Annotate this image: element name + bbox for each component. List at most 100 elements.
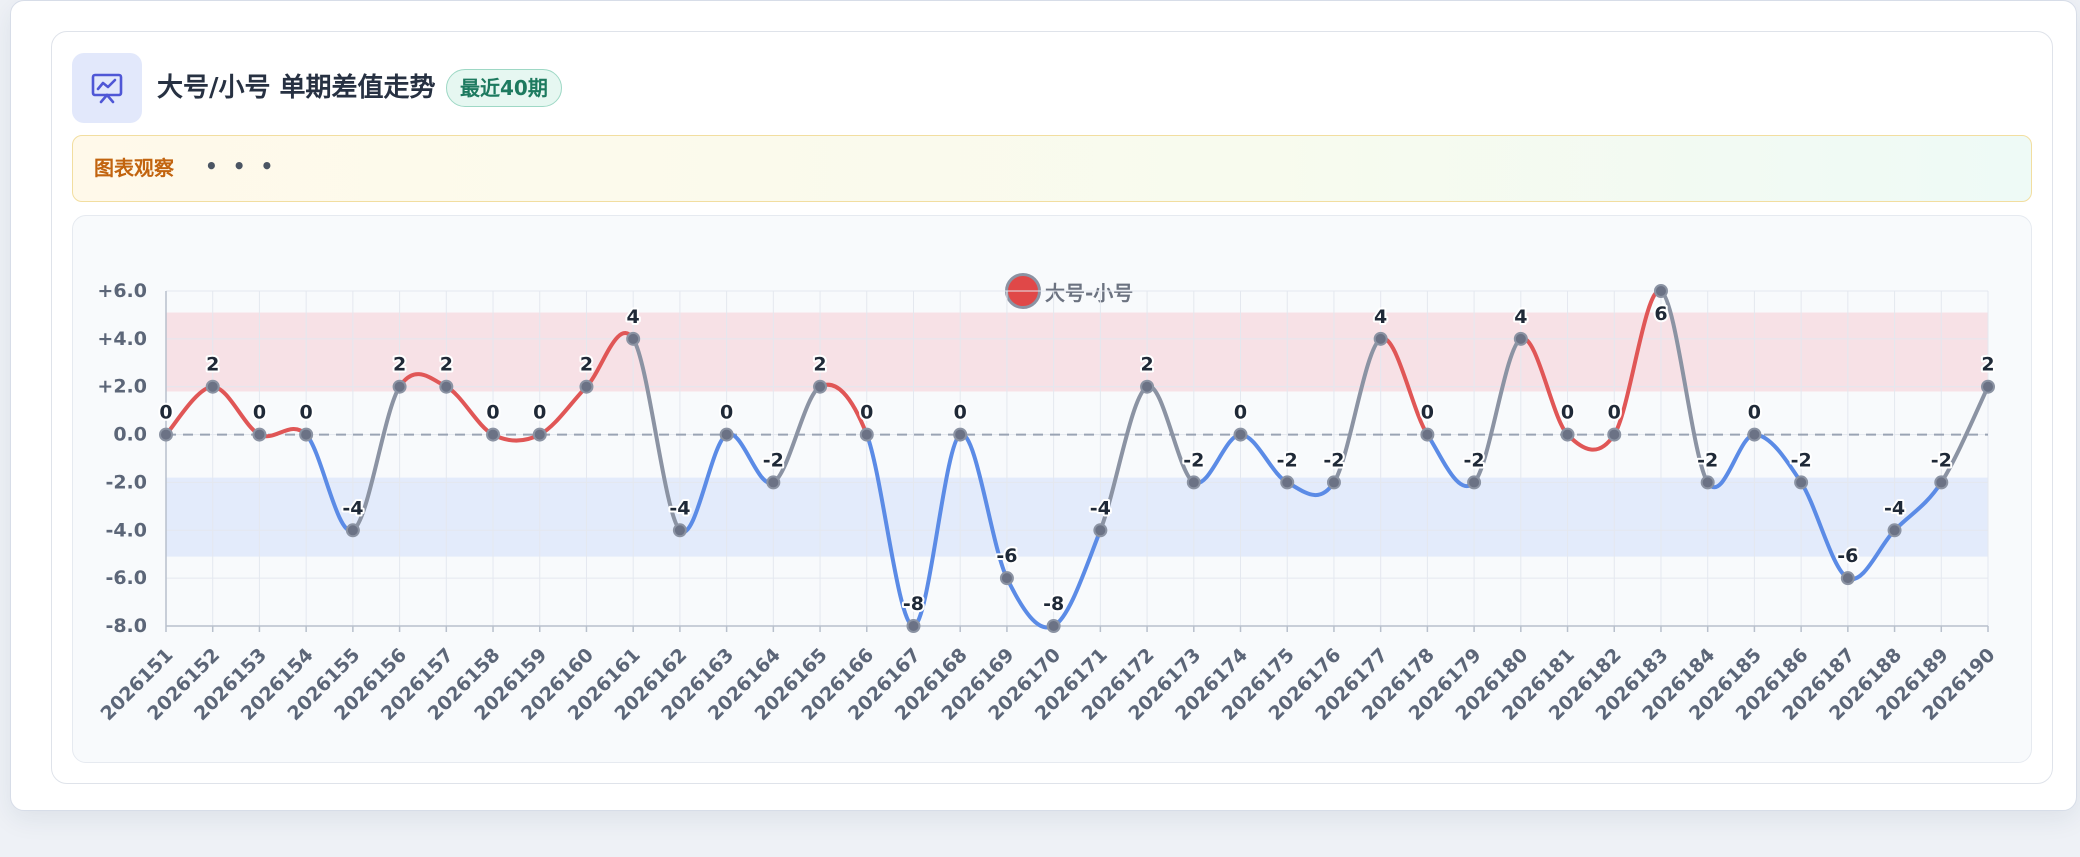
legend-label: 大号-小号 <box>1045 280 1134 305</box>
data-label: 0 <box>1421 402 1434 424</box>
data-point <box>299 427 314 442</box>
series-line-segment <box>164 384 215 437</box>
data-point <box>486 427 501 442</box>
y-tick-label: +6.0 <box>97 280 147 302</box>
data-point <box>1700 475 1715 490</box>
data-point <box>579 379 594 394</box>
data-label: 2 <box>440 354 453 376</box>
series-line-segment <box>537 384 589 437</box>
observation-panel[interactable]: 图表观察 • • • <box>72 135 2032 202</box>
line-chart: +6.0+4.0+2.00.0-2.0-4.0-6.0-8.0202615120… <box>97 280 2000 725</box>
data-point <box>813 379 828 394</box>
series-line-segment <box>1658 289 1710 485</box>
data-point <box>1046 619 1061 633</box>
data-point <box>252 427 267 442</box>
data-point <box>1373 331 1388 346</box>
data-label: 4 <box>1374 306 1387 328</box>
data-point <box>532 427 547 442</box>
data-label: 4 <box>627 306 640 328</box>
y-tick-label: +2.0 <box>97 376 147 398</box>
data-label: 0 <box>300 402 313 424</box>
data-point <box>205 379 220 394</box>
series-line-segment <box>257 427 309 439</box>
data-point <box>1560 427 1575 442</box>
page-title: 大号/小号 单期差值走势 <box>157 73 436 103</box>
data-point <box>906 619 921 633</box>
observation-label: 图表观察 <box>94 156 174 180</box>
data-point <box>1280 475 1295 490</box>
y-tick-label: -4.0 <box>105 519 147 541</box>
data-label: -4 <box>342 497 363 519</box>
data-label: 0 <box>1561 402 1574 424</box>
data-point <box>159 427 173 442</box>
data-label: -4 <box>1884 497 1905 519</box>
series-line-segment <box>1939 384 1990 485</box>
data-point <box>392 379 407 394</box>
y-tick-label: -6.0 <box>105 567 147 589</box>
data-label: 2 <box>580 354 593 376</box>
data-point <box>1607 427 1622 442</box>
data-point <box>1326 475 1341 490</box>
series-line-segment <box>1331 336 1383 485</box>
data-label: 0 <box>1748 402 1761 424</box>
series-line-segment <box>1098 384 1150 533</box>
data-point <box>953 427 968 442</box>
data-point <box>1186 475 1201 490</box>
data-point <box>626 331 641 346</box>
data-label: 0 <box>533 402 546 424</box>
data-label: 0 <box>486 402 499 424</box>
legend-item[interactable]: 大号-小号 <box>1005 271 1133 311</box>
outer-container: 大号/小号 单期差值走势 最近40期 图表观察 • • • 大号-小号 +6.0… <box>10 0 2077 811</box>
y-tick-label: -2.0 <box>105 471 147 493</box>
data-label: -6 <box>1837 545 1858 567</box>
data-label: -4 <box>1090 497 1111 519</box>
data-label: 2 <box>393 354 406 376</box>
data-point <box>1934 475 1949 490</box>
data-point <box>1747 427 1762 442</box>
data-label: 0 <box>253 402 266 424</box>
data-label: 4 <box>1514 306 1527 328</box>
y-tick-label: +4.0 <box>97 328 147 350</box>
data-point <box>672 523 687 538</box>
series-line-segment <box>1565 432 1617 452</box>
series-line-segment <box>771 384 823 485</box>
data-label: -2 <box>1791 449 1812 471</box>
data-point <box>859 427 874 442</box>
data-label: -2 <box>763 449 784 471</box>
data-point <box>1093 523 1108 538</box>
data-label: -2 <box>1931 449 1952 471</box>
data-label: 0 <box>860 402 873 424</box>
data-label: -2 <box>1323 449 1344 471</box>
y-tick-label: -8.0 <box>105 615 147 637</box>
series-line-segment <box>911 432 963 628</box>
data-label: 0 <box>954 402 967 424</box>
data-point <box>1420 427 1435 442</box>
data-point <box>766 475 781 490</box>
data-label: 2 <box>1140 354 1153 376</box>
data-point <box>1653 284 1668 298</box>
data-point <box>1140 379 1155 394</box>
data-label: -2 <box>1277 449 1298 471</box>
presentation-chart-icon <box>72 53 142 123</box>
data-label: 6 <box>1654 303 1667 325</box>
lower-band <box>166 477 1988 557</box>
observation-dots: • • • <box>205 154 278 178</box>
series-line-segment <box>350 384 402 533</box>
data-point <box>345 523 360 538</box>
chart-panel: 大号-小号 +6.0 +4.0 +2.0 0.0 -2.0 -4.0 -6.0 -8.0 2 0 2… <box>72 215 2032 763</box>
chart-card: 大号/小号 单期差值走势 最近40期 图表观察 • • • 大号-小号 +6.0… <box>51 31 2053 784</box>
data-label: 0 <box>159 402 172 424</box>
data-label: -2 <box>1183 449 1204 471</box>
data-point <box>1794 475 1809 490</box>
data-label: 0 <box>1234 402 1247 424</box>
data-point <box>1887 523 1902 538</box>
data-point <box>1840 571 1855 586</box>
data-point <box>1467 475 1482 490</box>
data-label: -6 <box>996 545 1017 567</box>
data-label: 2 <box>813 354 826 376</box>
data-point <box>1981 379 1995 394</box>
data-point <box>999 571 1014 586</box>
series-line-segment <box>1472 336 1523 485</box>
data-label: -8 <box>1043 593 1064 615</box>
data-point <box>439 379 454 394</box>
